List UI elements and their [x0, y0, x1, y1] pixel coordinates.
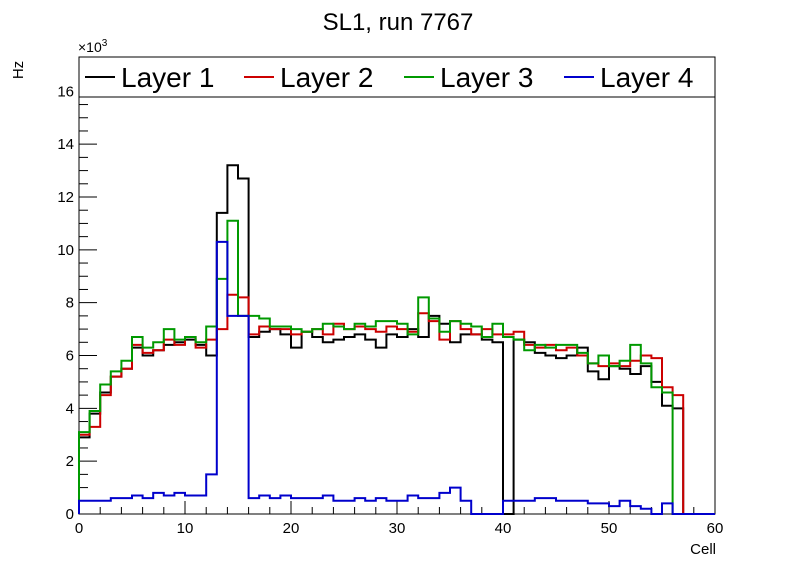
x-tick-label: 30 [389, 520, 406, 537]
y-tick-label: 6 [66, 348, 74, 365]
x-axis-label: Cell [690, 541, 716, 558]
plot-frame [78, 56, 716, 515]
y-tick-label: 16 [57, 83, 74, 100]
y-tick-label: 10 [57, 242, 74, 259]
y-tick-label: 8 [66, 295, 74, 312]
y-scale-exponent: 3 [102, 38, 108, 49]
y-tick-label: 4 [66, 400, 74, 417]
x-tick-label: 50 [601, 520, 618, 537]
x-tick-label: 40 [495, 520, 512, 537]
y-tick-label: 12 [57, 189, 74, 206]
series-line-layer-3 [78, 219, 715, 515]
y-tick-label: 14 [57, 136, 74, 153]
x-axis: 0 10 20 30 40 50 60 [75, 501, 724, 537]
x-tick-label: 60 [707, 520, 724, 537]
y-scale-multiplier: ×103 [78, 38, 108, 55]
y-tick-label: 0 [66, 506, 74, 523]
series-line-layer-4 [78, 240, 715, 515]
series-line-layer-1 [78, 164, 715, 515]
x-tick-label: 0 [75, 520, 83, 537]
legend-label-layer-2: Layer 2 [280, 62, 373, 93]
legend-box [78, 56, 716, 98]
series-line-layer-2 [78, 293, 715, 515]
x-tick-label: 10 [177, 520, 194, 537]
y-axis-label: Hz [10, 61, 27, 79]
histogram-series [78, 164, 715, 515]
legend: Layer 1 Layer 2 Layer 3 Layer 4 [78, 56, 716, 98]
legend-label-layer-3: Layer 3 [440, 62, 533, 93]
y-scale-base: ×10 [78, 39, 102, 55]
legend-label-layer-1: Layer 1 [121, 62, 214, 93]
legend-label-layer-4: Layer 4 [600, 62, 693, 93]
x-tick-label: 20 [283, 520, 300, 537]
svg-text:×103: ×103 [78, 38, 108, 55]
y-axis: 0 2 4 6 8 10 12 14 16 [57, 64, 97, 523]
y-tick-label: 2 [66, 453, 74, 470]
chart-title: SL1, run 7767 [323, 9, 474, 36]
